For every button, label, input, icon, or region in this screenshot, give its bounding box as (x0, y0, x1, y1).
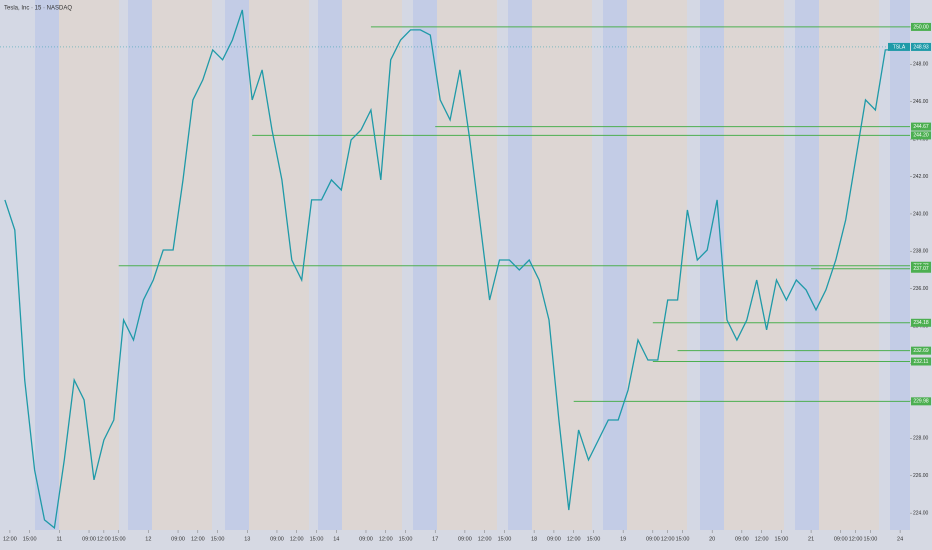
y-tick-label: 226.00 (913, 473, 929, 479)
x-tick-label: 12:00 (478, 536, 492, 542)
y-tick-label: 242.00 (913, 174, 929, 180)
x-tick-label: 09:00 (834, 536, 848, 542)
level-label: 229.98 (913, 399, 929, 405)
session-bands (35, 0, 932, 530)
premarket-band (795, 0, 819, 530)
x-tick-label: 12:00 (290, 536, 304, 542)
y-tick-label: 238.00 (913, 249, 929, 255)
x-tick-label: 19 (620, 536, 626, 542)
level-tag (911, 122, 931, 131)
x-tick-label: 15:00 (310, 536, 324, 542)
session-band (59, 0, 119, 530)
x-tick-label: 09:00 (359, 536, 373, 542)
x-tick-label: 09:00 (458, 536, 472, 542)
last-price-tag (911, 42, 931, 51)
x-tick-label: 15:00 (676, 536, 690, 542)
price-line (4, 9, 906, 530)
x-tick-label: 18 (531, 536, 537, 542)
x-tick-label: 09:00 (646, 536, 660, 542)
x-tick-label: 15:00 (587, 536, 601, 542)
x-tick-label: 09:00 (735, 536, 749, 542)
x-tick-label: 15:00 (399, 536, 413, 542)
x-tick-label: 12:00 (3, 536, 17, 542)
x-tick-label: 12:00 (379, 536, 393, 542)
x-tick-label: 12:00 (567, 536, 581, 542)
x-tick-label: 12:00 (661, 536, 675, 542)
level-tag (911, 357, 931, 366)
x-tick-label: 09:00 (270, 536, 284, 542)
y-tick-label: 246.00 (913, 99, 929, 105)
level-tag (911, 131, 931, 140)
level-tag (911, 318, 931, 327)
level-tag (911, 22, 931, 31)
x-tick-label: 15:00 (864, 536, 878, 542)
level-label: 250.00 (913, 24, 929, 30)
time-axis (0, 530, 932, 550)
x-tick-label: 15:00 (112, 536, 126, 542)
symbol-tag (888, 42, 910, 51)
premarket-band (318, 0, 342, 530)
x-tick-label: 12:00 (849, 536, 863, 542)
level-label: 232.69 (913, 348, 929, 354)
premarket-band (603, 0, 627, 530)
level-tag (911, 264, 931, 273)
x-tick-label: 15:00 (23, 536, 37, 542)
session-band (152, 0, 212, 530)
y-tick-label: 224.00 (913, 510, 929, 516)
level-label: 237.07 (913, 266, 929, 272)
x-tick-label: 09:00 (171, 536, 185, 542)
premarket-band (508, 0, 532, 530)
premarket-band (35, 0, 59, 530)
x-tick-label: 12:00 (97, 536, 111, 542)
x-tick-label: 20 (709, 536, 715, 542)
y-tick-label: 236.00 (913, 286, 929, 292)
x-tick-label: 15:00 (211, 536, 225, 542)
x-tick-label: 24 (897, 536, 903, 542)
x-tick-label: 15:00 (498, 536, 512, 542)
session-band (819, 0, 879, 530)
session-band (627, 0, 687, 530)
session-band (342, 0, 402, 530)
last-price-label: 248.93 (913, 44, 929, 50)
premarket-band (700, 0, 724, 530)
level-tag (911, 346, 931, 355)
level-label: 244.20 (913, 133, 929, 139)
level-tag (911, 397, 931, 406)
x-tick-label: 09:00 (82, 536, 96, 542)
x-tick-label: 12:00 (755, 536, 769, 542)
level-label: 232.11 (914, 359, 929, 365)
premarket-band (413, 0, 437, 530)
x-tick-label: 15:00 (775, 536, 789, 542)
level-label: 234.18 (913, 320, 929, 326)
y-tick-label: 228.00 (913, 436, 929, 442)
premarket-band (128, 0, 152, 530)
x-tick-label: 11 (56, 536, 62, 542)
session-band (437, 0, 497, 530)
x-tick-label: 09:00 (547, 536, 561, 542)
y-tick-label: 248.00 (913, 62, 929, 68)
x-tick-label: 12 (145, 536, 151, 542)
symbol-label: TSLA (893, 44, 906, 50)
x-tick-label: 14 (333, 536, 339, 542)
x-tick-label: 17 (432, 536, 438, 542)
y-tick-label: 240.00 (913, 211, 929, 217)
session-band (249, 0, 309, 530)
x-tick-label: 13 (244, 536, 250, 542)
session-band (724, 0, 784, 530)
x-tick-label: 21 (808, 536, 814, 542)
x-tick-label: 12:00 (191, 536, 205, 542)
level-label: 244.67 (913, 124, 929, 130)
y-tick-label: 244.00 (913, 136, 929, 142)
premarket-band (225, 0, 249, 530)
price-axis (910, 0, 932, 550)
chart-title: Tesla, Inc · 15 · NASDAQ (4, 6, 72, 12)
